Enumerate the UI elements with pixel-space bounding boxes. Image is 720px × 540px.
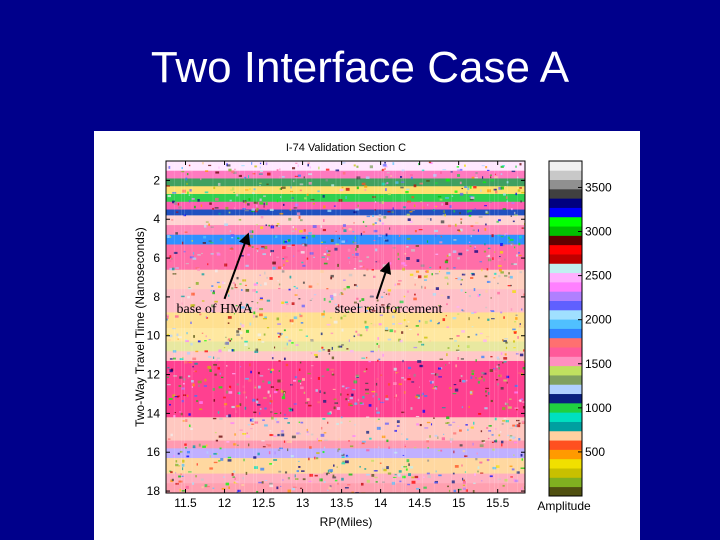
colorbar-swatch-14: [549, 356, 582, 367]
heatmap-band-5: [166, 201, 525, 211]
colorbar-swatch-4: [549, 449, 582, 460]
colorbar-swatch-26: [549, 244, 582, 255]
heatmap-band-19: [166, 440, 525, 449]
colorbar-swatch-27: [549, 235, 582, 246]
colorbar-swatch-18: [549, 319, 582, 329]
heatmap-band-21: [166, 458, 525, 475]
colorbar: 500 1000 1500 2000 2500 3000 3500: [548, 160, 612, 497]
heatmap-band-16: [166, 351, 525, 362]
heatmap-band-14: [166, 327, 525, 343]
colorbar-swatch-33: [549, 179, 582, 190]
annotation-label-0: base of HMA: [177, 302, 254, 317]
colorbar-swatch-10: [549, 393, 582, 404]
colorbar-swatch-3: [549, 458, 582, 469]
x-tick-label-7: 15: [452, 496, 466, 510]
colorbar-tick-label-1: 1000: [585, 401, 612, 415]
slide-title: Two Interface Case A: [150, 43, 570, 92]
x-tick-label-3: 13: [296, 496, 310, 510]
heatmap-band-15: [166, 341, 525, 352]
y-axis-ticks: 2 4 6 8 10 12 14 16 18: [147, 173, 525, 498]
x-tick-label-6: 14.5: [408, 496, 432, 510]
heatmap-band-9: [166, 234, 525, 245]
colorbar-swatch-23: [549, 272, 582, 283]
colorbar-swatch-16: [549, 337, 582, 348]
colorbar-swatch-8: [549, 412, 582, 422]
colorbar-swatch-2: [549, 468, 582, 478]
colorbar-swatch-28: [549, 226, 582, 236]
y-tick-label-8: 18: [147, 484, 161, 498]
y-tick-label-1: 4: [153, 212, 160, 226]
y-tick-label-0: 2: [153, 173, 160, 187]
x-tick-label-1: 12: [218, 496, 232, 510]
heatmap-band-0: [166, 161, 525, 172]
colorbar-swatch-25: [549, 254, 582, 264]
heatmap-band-2: [166, 178, 525, 187]
y-tick-label-3: 8: [153, 290, 160, 304]
figure-panel: I-74 Validation Section C 11.5 12 12.5 13 13…: [94, 131, 640, 540]
colorbar-swatch-9: [549, 402, 582, 413]
x-tick-label-0: 11.5: [174, 496, 197, 510]
x-tick-label-4: 13.5: [330, 496, 354, 510]
y-tick-label-7: 16: [147, 445, 161, 459]
annotation-arrow-0: [223, 232, 251, 300]
heatmap-band-10: [166, 244, 525, 271]
x-tick-label-5: 14: [374, 496, 388, 510]
colorbar-tick-label-5: 3000: [585, 225, 612, 239]
colorbar-swatch-1: [549, 477, 582, 488]
heatmap-texture: [166, 161, 525, 493]
colorbar-tick-label-2: 1500: [585, 357, 612, 371]
annotation-label-1: steel reinforcement: [335, 302, 443, 317]
heatmap-band-20: [166, 448, 525, 459]
gpr-heatmap-chart: I-74 Validation Section C 11.5 12 12.5 13 13…: [133, 142, 612, 529]
heatmap-band-6: [166, 209, 525, 216]
colorbar-swatch-32: [549, 188, 582, 199]
colorbar-tick-label-0: 500: [585, 445, 605, 459]
colorbar-swatch-24: [549, 263, 582, 274]
colorbar-swatch-20: [549, 300, 582, 311]
colorbar-swatch-15: [549, 347, 582, 357]
y-tick-label-4: 10: [147, 329, 161, 343]
colorbar-swatch-17: [549, 328, 582, 339]
y-axis-label: Two-Way Travel Time (Nanoseconds): [133, 227, 147, 427]
heatmap-band-7: [166, 215, 525, 226]
x-tick-label-8: 15.5: [486, 496, 510, 510]
colorbar-swatch-6: [549, 430, 582, 441]
y-tick-label-2: 6: [153, 251, 160, 265]
x-axis-label: RP(Miles): [320, 515, 373, 529]
x-tick-label-2: 12.5: [252, 496, 276, 510]
colorbar-tick-label-6: 3500: [585, 180, 612, 194]
chart-title: I-74 Validation Section C: [286, 142, 406, 154]
heatmap-band-3: [166, 186, 525, 195]
plot-frame: [165, 160, 526, 494]
heatmap-band-1: [166, 170, 525, 179]
colorbar-swatch-34: [549, 170, 582, 181]
colorbar-swatch-5: [549, 440, 582, 450]
colorbar-tick-label-4: 2500: [585, 269, 612, 283]
colorbar-swatch-13: [549, 365, 582, 376]
colorbar-swatch-30: [549, 207, 582, 218]
annotation-arrow-1: [375, 261, 392, 300]
colorbar-swatch-22: [549, 281, 582, 292]
colorbar-swatch-35: [549, 161, 582, 171]
colorbar-swatch-21: [549, 291, 582, 301]
heatmap-band-22: [166, 473, 525, 484]
colorbar-swatch-11: [549, 384, 582, 395]
colorbar-swatch-31: [549, 198, 582, 208]
colorbar-swatch-19: [549, 309, 582, 320]
heatmap-band-17: [166, 360, 525, 418]
annotations: base of HMA steel reinforcement: [177, 232, 443, 317]
colorbar-label: Amplitude: [537, 499, 591, 513]
y-tick-label-5: 12: [147, 368, 161, 382]
x-axis-ticks: 11.5 12 12.5 13 13.5 14 14.5 15 15.5: [174, 161, 510, 510]
y-tick-label-6: 14: [147, 406, 161, 420]
colorbar-swatch-29: [549, 216, 582, 227]
colorbar-swatch-7: [549, 421, 582, 432]
colorbar-swatch-12: [549, 375, 582, 385]
colorbar-swatch-0: [549, 486, 582, 497]
colorbar-tick-label-3: 2000: [585, 313, 612, 327]
